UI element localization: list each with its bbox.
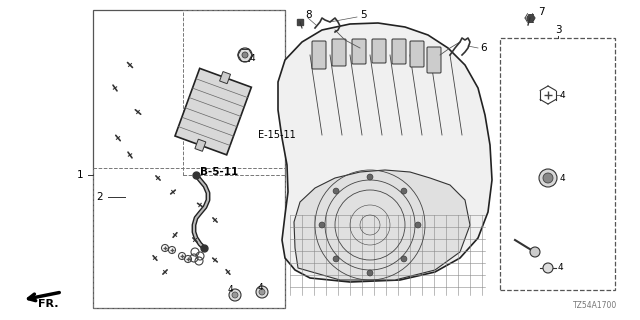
FancyBboxPatch shape (392, 39, 406, 64)
Circle shape (539, 169, 557, 187)
Polygon shape (195, 139, 206, 151)
Circle shape (259, 289, 265, 295)
Circle shape (242, 52, 248, 58)
Circle shape (367, 270, 373, 276)
Text: E-15-11: E-15-11 (258, 130, 296, 140)
Text: 6: 6 (480, 43, 486, 53)
Circle shape (319, 222, 325, 228)
Circle shape (543, 173, 553, 183)
Text: 2: 2 (97, 192, 103, 202)
Circle shape (367, 174, 373, 180)
Text: TZ54A1700: TZ54A1700 (573, 301, 617, 310)
Circle shape (415, 222, 421, 228)
Text: 4: 4 (560, 91, 566, 100)
Circle shape (530, 247, 540, 257)
Polygon shape (220, 72, 230, 84)
Circle shape (401, 188, 407, 194)
Bar (93, 10, 285, 308)
Circle shape (229, 289, 241, 301)
Text: FR.: FR. (38, 299, 58, 309)
Circle shape (401, 256, 407, 262)
Circle shape (232, 292, 238, 298)
Text: 4: 4 (558, 263, 564, 273)
Circle shape (333, 256, 339, 262)
FancyBboxPatch shape (312, 41, 326, 69)
Text: 4: 4 (258, 283, 264, 292)
Text: 4: 4 (250, 53, 255, 62)
Bar (183, 10, 285, 175)
Text: 3: 3 (555, 25, 561, 35)
Circle shape (333, 188, 339, 194)
FancyBboxPatch shape (372, 39, 386, 63)
Text: 8: 8 (305, 10, 312, 20)
FancyBboxPatch shape (427, 47, 441, 73)
Bar (93, 168, 285, 308)
Text: 7: 7 (538, 7, 545, 17)
Text: 4: 4 (560, 173, 566, 182)
Circle shape (256, 286, 268, 298)
Bar (500, 38, 615, 290)
FancyBboxPatch shape (332, 39, 346, 66)
Text: 1: 1 (77, 170, 83, 180)
Polygon shape (175, 68, 252, 155)
Text: 4: 4 (228, 285, 234, 294)
Polygon shape (294, 170, 470, 280)
Polygon shape (278, 23, 492, 282)
FancyBboxPatch shape (352, 39, 366, 64)
FancyBboxPatch shape (410, 41, 424, 67)
Circle shape (543, 263, 553, 273)
Text: 5: 5 (360, 10, 367, 20)
Circle shape (238, 48, 252, 62)
Text: B-5-11: B-5-11 (200, 167, 238, 177)
